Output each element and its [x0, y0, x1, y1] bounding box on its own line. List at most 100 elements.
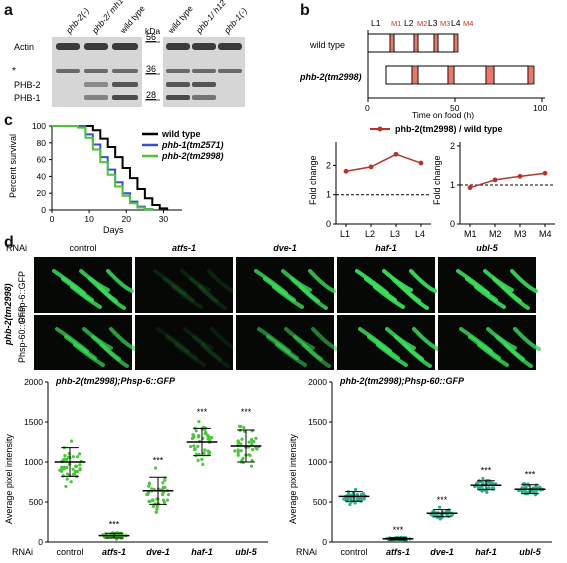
column-label: dve-1	[273, 243, 297, 253]
y-tick-label: 1	[450, 180, 455, 190]
data-point	[355, 493, 360, 497]
data-point	[475, 481, 479, 485]
y-tick-label: 2	[326, 160, 331, 170]
worm-shape	[373, 285, 405, 309]
worm-shape	[189, 277, 219, 303]
worm-shape	[156, 327, 190, 353]
data-point	[252, 439, 256, 444]
fold-change-charts: phb-2(tm2998) / wild type 0 1 2 Fold change…	[308, 124, 555, 239]
worm-shape	[106, 269, 134, 293]
y-axis-label: Percent survival	[8, 134, 18, 198]
y-tick-label: 0	[41, 205, 46, 215]
data-point	[65, 477, 69, 481]
data-point	[368, 164, 374, 170]
panel-letter-c: c	[4, 112, 13, 129]
x-tick-label: 0	[50, 214, 55, 224]
larval-stage-box	[417, 65, 449, 85]
y-tick-label: 500	[29, 497, 43, 507]
data-point	[192, 444, 196, 448]
x-tick-label: 30	[159, 214, 169, 224]
kda-marker: 28	[146, 90, 156, 100]
x-tick: 0	[365, 103, 370, 113]
x-tick-label: L4	[415, 229, 425, 239]
stage-label: M4	[463, 19, 473, 28]
data-point	[78, 463, 82, 467]
worm-shape	[403, 343, 432, 368]
column-label: control	[69, 243, 96, 253]
molt-box	[453, 33, 459, 53]
gfp-image-cell	[135, 315, 233, 370]
molt-box	[413, 33, 419, 53]
development-timeline: L1 M1 L2 M2 L3 M3 L4 M4 wild type phb-2(…	[300, 18, 547, 120]
worm-shape	[171, 285, 203, 309]
data-point	[192, 447, 197, 452]
data-point	[200, 457, 204, 461]
y-tick-label: 1500	[24, 417, 43, 427]
x-tick-label: control	[340, 547, 367, 557]
kda-marker: 56	[146, 32, 156, 42]
significance-label: ***	[525, 470, 536, 480]
worm-shape	[183, 327, 214, 350]
x-tick-label: atfs-1	[102, 547, 126, 557]
larval-stage-box	[453, 65, 487, 85]
data-point	[207, 452, 211, 456]
rnai-label: RNAi	[296, 547, 317, 557]
data-point	[488, 480, 492, 484]
row-label: Phsp-6::GFP	[17, 271, 27, 323]
y-axis-label: Average pixel intensity	[288, 434, 298, 524]
data-point	[239, 449, 243, 453]
plot-title: phb-2(tm2998);Phsp-6::GFP	[55, 376, 176, 386]
worm-shape	[109, 327, 137, 351]
worm-shape	[308, 269, 336, 293]
worm-shape	[198, 285, 227, 310]
rnai-label: RNAi	[6, 243, 27, 253]
data-point	[520, 490, 524, 494]
data-point	[146, 491, 151, 495]
data-point	[151, 504, 156, 509]
data-point	[62, 465, 66, 469]
molt-box	[485, 65, 495, 85]
data-point	[236, 453, 240, 457]
panel-letter-a: a	[4, 2, 13, 19]
data-point	[194, 429, 198, 433]
data-point	[161, 481, 165, 485]
data-point	[192, 435, 196, 439]
data-point	[75, 455, 80, 459]
row-label-wildtype: wild type	[309, 40, 345, 50]
x-axis-label: Days	[103, 225, 124, 235]
data-point	[467, 185, 473, 191]
data-point	[69, 439, 74, 443]
stage-label: M2	[417, 19, 427, 28]
data-point	[247, 440, 251, 444]
data-point	[147, 484, 151, 488]
worm-shape	[477, 343, 509, 367]
data-point	[524, 485, 528, 489]
data-point	[251, 447, 255, 452]
y-axis-label: Fold change	[308, 155, 318, 205]
rnai-label: RNAi	[12, 547, 33, 557]
worm-shape	[275, 343, 307, 367]
western-blot-panel: phb-2(-) phb-2/ mh1 wild type wild type …	[12, 0, 249, 107]
significance-label: ***	[393, 525, 404, 535]
data-point	[243, 429, 247, 433]
data-point	[150, 487, 154, 491]
x-tick-label: 20	[122, 214, 132, 224]
worm-shape	[192, 335, 222, 361]
timeline-xlabel: Time on food (h)	[412, 110, 474, 120]
data-point	[155, 504, 159, 508]
worm-shape	[180, 269, 211, 292]
data-point	[59, 469, 64, 473]
legend-label: phb-2(tm2998)	[161, 151, 224, 161]
molt-box	[411, 65, 419, 85]
data-point	[67, 455, 71, 460]
data-point	[162, 500, 167, 504]
data-point	[160, 493, 165, 497]
column-label: atfs-1	[172, 243, 196, 253]
data-point	[196, 444, 200, 449]
data-point	[64, 457, 69, 462]
row-label: Phsp-60::GFP	[17, 306, 27, 363]
row-label-phb2: PHB-2	[14, 80, 41, 90]
stage-label: M3	[440, 19, 450, 28]
data-point	[480, 489, 484, 493]
